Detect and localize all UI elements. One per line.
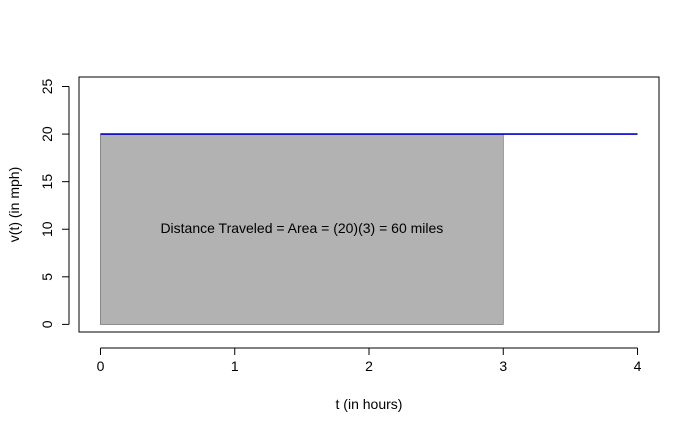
x-tick-label: 3 (499, 358, 507, 374)
y-tick-label: 0 (39, 320, 55, 328)
x-tick-label: 2 (365, 358, 373, 374)
y-tick-label: 10 (39, 221, 55, 237)
x-axis-title: t (in hours) (336, 396, 403, 412)
y-tick-label: 5 (39, 273, 55, 281)
y-axis: 0 5 10 15 20 25 (39, 79, 70, 328)
y-tick-label: 25 (39, 79, 55, 95)
y-axis-title: v(t) (in mph) (6, 167, 22, 242)
area-annotation: Distance Traveled = Area = (20)(3) = 60 … (160, 220, 443, 236)
plot-frame (78, 76, 660, 333)
y-tick-label: 15 (39, 174, 55, 190)
x-tick-label: 4 (634, 358, 642, 374)
y-tick-label: 20 (39, 126, 55, 142)
x-axis: 0 1 2 3 4 (97, 347, 642, 374)
x-tick-label: 0 (97, 358, 105, 374)
x-tick-label: 1 (231, 358, 239, 374)
